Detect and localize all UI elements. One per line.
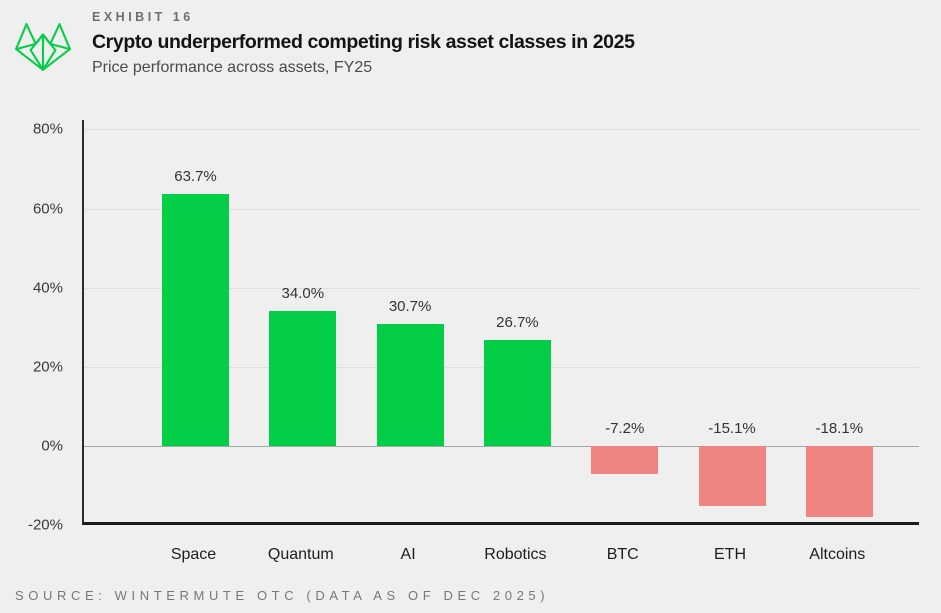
value-label-quantum: 34.0% xyxy=(281,285,325,303)
x-axis-label-eth: ETH xyxy=(714,546,746,563)
y-axis-labels: 80% 60% 40% 20% 0% -20% xyxy=(0,120,63,534)
bar-btc xyxy=(591,445,659,475)
y-axis-tick-label: 80% xyxy=(32,120,63,138)
bar-chart-plot-area: 63.7% 34.0% 30.7% 26.7% -7.2% -15.1% -18.1% xyxy=(82,120,919,525)
value-label-space: 63.7% xyxy=(174,167,217,185)
wintermute-logo-icon xyxy=(15,23,71,71)
bar-ai xyxy=(376,324,444,446)
x-axis-label-btc: BTC xyxy=(606,546,639,563)
y-axis-tick-label: 60% xyxy=(32,200,63,218)
bar-altcoins xyxy=(805,445,873,518)
gridline xyxy=(84,208,919,210)
source-attribution: SOURCE: WINTERMUTE OTC (DATA AS OF DEC 2… xyxy=(15,588,550,603)
x-axis-label-space: Space xyxy=(170,546,217,563)
x-axis-label-robotics: Robotics xyxy=(484,546,547,563)
value-label-btc: -7.2% xyxy=(605,419,645,437)
chart-header: EXHIBIT 16 Crypto underperformed competi… xyxy=(92,10,852,77)
gridline xyxy=(84,129,919,131)
bar-quantum xyxy=(269,311,337,446)
bar-robotics xyxy=(483,340,551,446)
zero-gridline xyxy=(84,445,919,447)
x-axis-label-altcoins: Altcoins xyxy=(809,546,866,563)
gridline xyxy=(84,287,919,289)
y-axis-tick-label: -20% xyxy=(27,516,63,534)
y-axis-tick-label: 0% xyxy=(41,437,63,455)
x-axis-label-ai: AI xyxy=(400,546,416,563)
y-axis-tick-label: 40% xyxy=(32,279,63,297)
value-label-robotics: 26.7% xyxy=(496,314,539,332)
value-label-ai: 30.7% xyxy=(388,298,432,316)
chart-title: Crypto underperformed competing risk ass… xyxy=(92,31,635,53)
value-label-eth: -15.1% xyxy=(708,419,756,437)
x-axis-label-quantum: Quantum xyxy=(267,546,334,563)
value-label-altcoins: -18.1% xyxy=(815,419,864,437)
exhibit-label: EXHIBIT 16 xyxy=(92,10,194,24)
chart-subtitle: Price performance across assets, FY25 xyxy=(92,59,373,76)
y-axis-tick-label: 20% xyxy=(32,358,63,376)
bar-eth xyxy=(698,445,766,506)
x-axis-labels: Space Quantum AI Robotics BTC ETH Altcoins xyxy=(82,546,919,570)
bar-space xyxy=(162,193,229,446)
